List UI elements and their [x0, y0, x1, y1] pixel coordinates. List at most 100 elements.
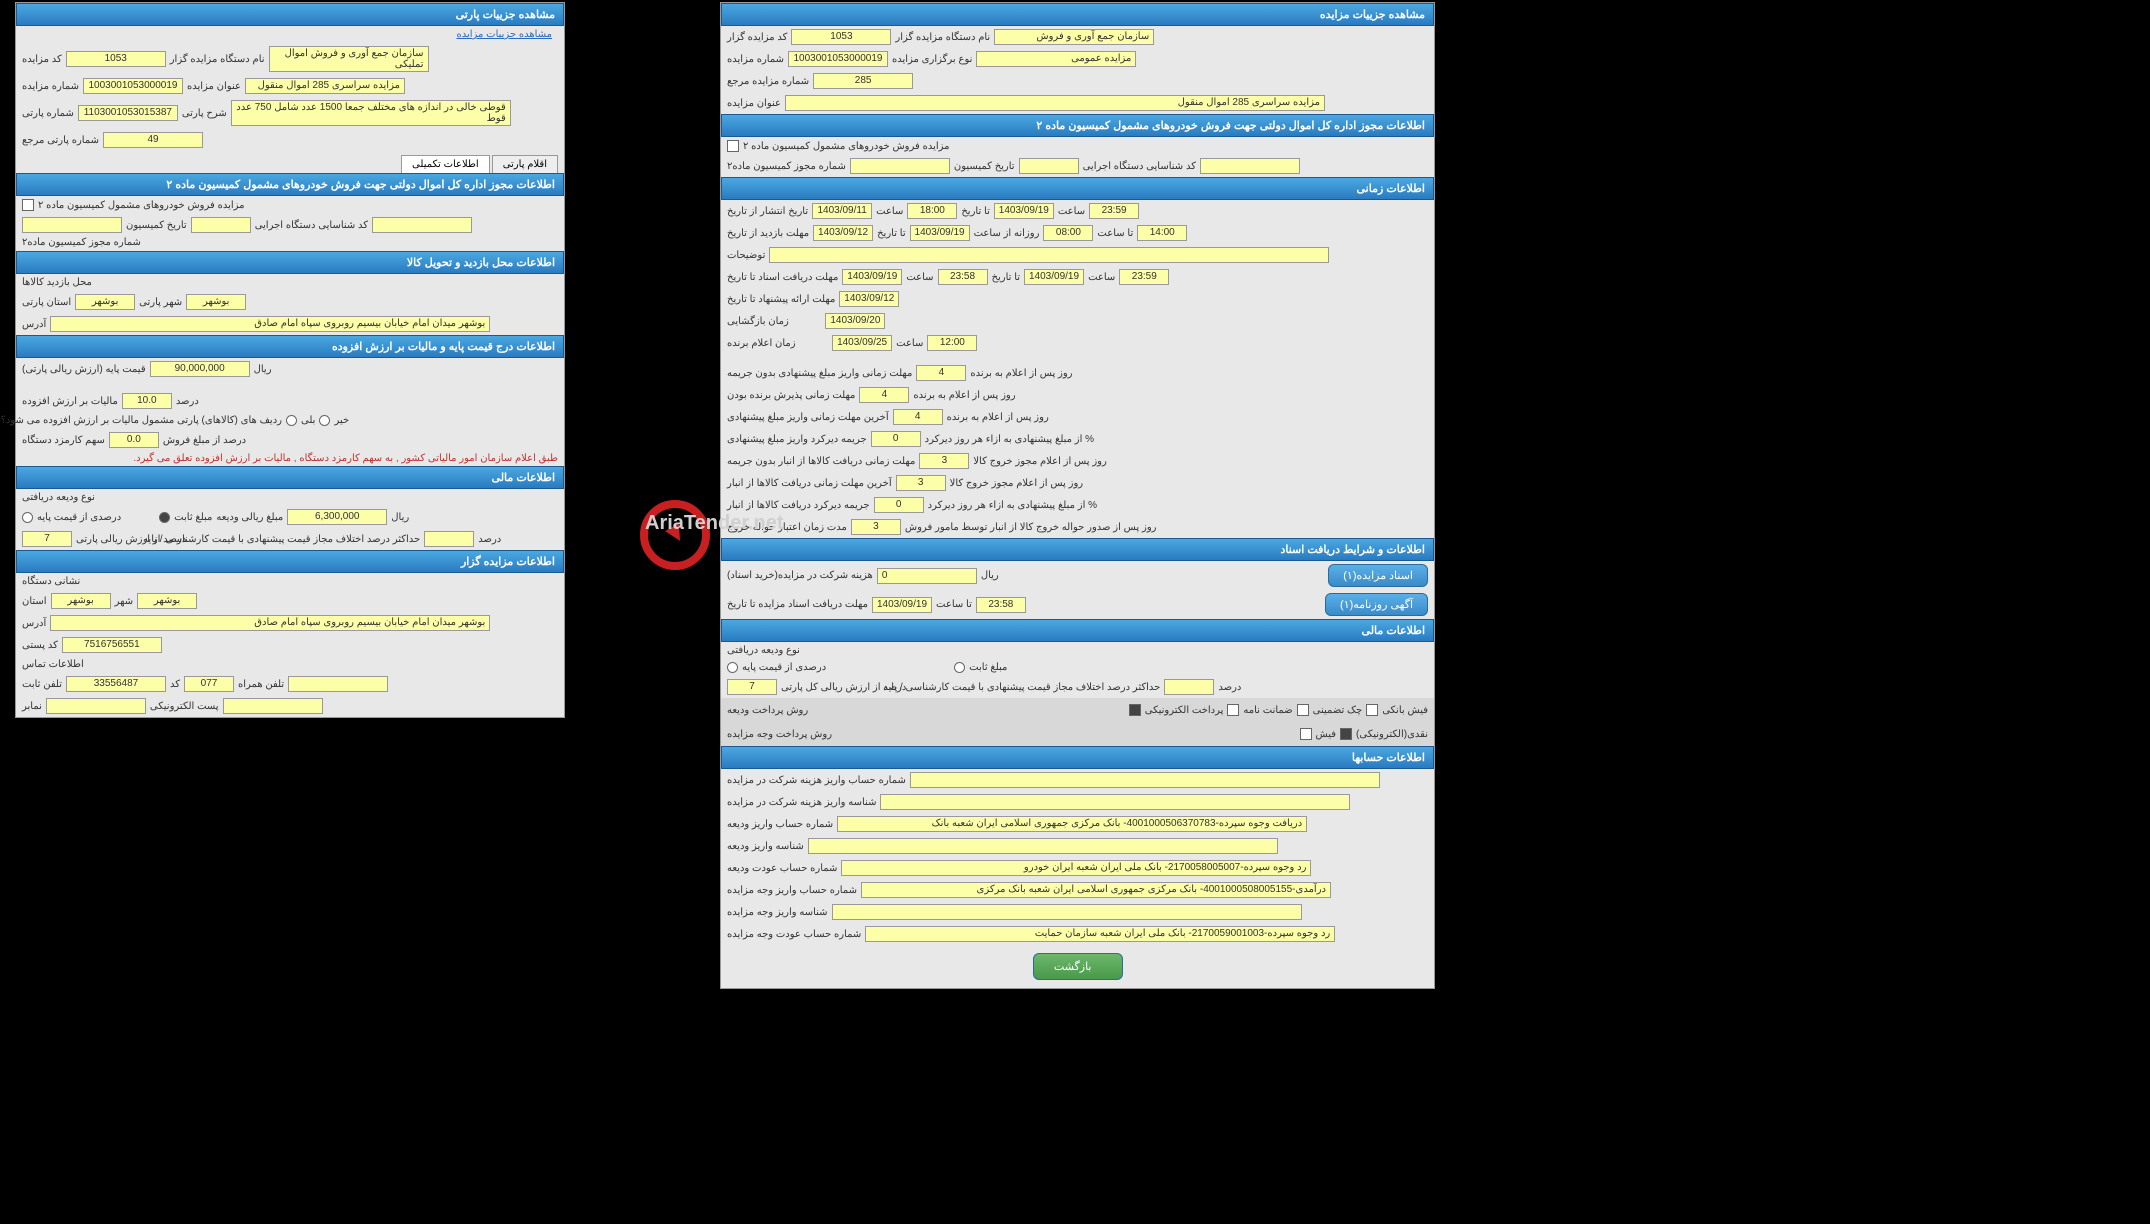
view-auction-link[interactable]: مشاهده جزییات مزایده: [450, 29, 558, 40]
fixed-label: مبلغ ثابت: [174, 512, 212, 523]
commission-checkbox[interactable]: [22, 199, 34, 211]
pct-val-field: 7: [22, 531, 72, 547]
rial-label: ریال: [254, 364, 272, 375]
parti-desc-label: شرح پارتی: [182, 108, 227, 119]
auction-header: مشاهده جزییات مزایده: [721, 3, 1434, 26]
r-comm-checkbox[interactable]: [727, 140, 739, 152]
guarantee-chk[interactable]: [1227, 704, 1239, 716]
fixed-radio[interactable]: [159, 512, 170, 523]
vat-field: 10.0: [122, 393, 172, 409]
logo-text: AriaTender.net: [645, 512, 784, 535]
share-label: سهم کارمزد دستگاه: [22, 435, 105, 446]
dl-label-3: آخرین مهلت زمانی واریز مبلغ پیشنهادی: [727, 412, 889, 423]
postal-field: 7516756551: [62, 637, 162, 653]
account-field-6: [832, 904, 1302, 920]
return-button[interactable]: بازگشت: [1033, 953, 1123, 980]
bank-slip-chk[interactable]: [1366, 704, 1378, 716]
notes-label: توضیحات: [727, 250, 765, 261]
tab-items[interactable]: اقلام پارتی: [492, 155, 558, 173]
organizer-header: اطلاعات مزایده گزار: [16, 550, 564, 573]
vat-rows-label: ردیف های (کالاهای) پارتی مشمول مالیات بر…: [22, 415, 282, 426]
accounts-header: اطلاعات حسابها: [721, 746, 1434, 769]
dl-val-6: 3: [896, 475, 946, 491]
vat-label: مالیات بر ارزش افزوده: [22, 396, 118, 407]
r-code-field: 1053: [791, 29, 891, 45]
dl-val-7: 0: [874, 497, 924, 513]
permit-num-label: شماره مجوز کمیسیون ماده۲: [22, 237, 141, 248]
t1-field: 18:00: [907, 203, 957, 219]
dl-label-7: جریمه دیرکرد دریافت کالاها از انبار: [727, 500, 870, 511]
dl-val-5: 3: [919, 453, 969, 469]
cash-chk[interactable]: [1340, 728, 1352, 740]
r-comm-chk-label: مزایده فروش خودروهای مشمول کمیسیون ماده …: [743, 141, 950, 152]
base-price-label: قیمت پایه (ارزش ریالی پارتی): [22, 364, 146, 375]
no-radio[interactable]: [319, 415, 330, 426]
newspaper-button[interactable]: آگهی روزنامه(۱): [1325, 593, 1428, 616]
dl-unit-8: روز پس از صدور حواله خروج کالا از انبار …: [905, 522, 1157, 533]
yes-radio[interactable]: [286, 415, 297, 426]
account-label-2: شماره حساب واریز ودیعه: [727, 819, 833, 830]
permit-num-field: [22, 217, 122, 233]
share-unit-label: درصد از مبلغ فروش: [163, 435, 246, 446]
r-pct-radio[interactable]: [727, 662, 738, 673]
r-deposit-type-label: نوع ودیعه دریافتی: [727, 645, 800, 656]
r-permit-header: اطلاعات مجوز اداره کل اموال دولتی جهت فر…: [721, 114, 1434, 137]
check-chk[interactable]: [1297, 704, 1309, 716]
publish-label: تاریخ انتشار از تاریخ: [727, 206, 808, 217]
auction-code-label: کد مزایده: [22, 54, 62, 65]
parti-num-field: 1103001053015387: [78, 105, 178, 121]
deposit-method-label: روش پرداخت ودیعه: [727, 705, 808, 716]
cost-field: 0: [877, 568, 977, 584]
areacode-label: کد: [170, 679, 180, 690]
proposal-dl-label: مهلت ارائه پیشنهاد تا تاریخ: [727, 294, 835, 305]
max-diff-label: حداکثر درصد اختلاف مجاز قیمت پیشنهادی با…: [190, 534, 420, 545]
auction-title-label: عنوان مزایده: [187, 81, 241, 92]
r-type-label: نوع برگزاری مزایده: [892, 54, 972, 65]
deposit-amount-field: 6,300,000: [287, 509, 387, 525]
dl-unit-2: روز پس از اعلام به برنده: [913, 390, 1015, 401]
dl-val-2: 4: [859, 387, 909, 403]
auction-num-field: 1003001053000019: [83, 78, 183, 94]
parti-city-field: بوشهر: [186, 294, 246, 310]
auction-title-field: مزایده سراسری 285 اموال منقول: [245, 78, 405, 94]
dl-val-8: 3: [851, 519, 901, 535]
parti-province-label: استان پارتی: [22, 297, 71, 308]
share-field: 0.0: [109, 432, 159, 448]
dl-unit-1: روز پس از اعلام به برنده: [970, 368, 1072, 379]
r-org-field: سازمان جمع آوری و فروش: [994, 29, 1154, 45]
account-label-4: شماره حساب عودت ودیعه: [727, 863, 837, 874]
account-label-7: شماره حساب عودت وجه مزایده: [727, 929, 861, 940]
r-fixed-radio[interactable]: [954, 662, 965, 673]
email-label: پست الکترونیکی: [150, 701, 219, 712]
exec-code-label: کد شناسایی دستگاه اجرایی: [255, 220, 368, 231]
docs-dl-label: مهلت دریافت اسناد تا تاریخ: [727, 272, 838, 283]
tab-extra[interactable]: اطلاعات تکمیلی: [401, 155, 490, 173]
dl-label-2: مهلت زمانی پذیرش برنده بودن: [727, 390, 855, 401]
r-type-field: مزایده عمومی: [976, 51, 1136, 67]
dl-label-6: آخرین مهلت زمانی دریافت کالاها از انبار: [727, 478, 892, 489]
postal-label: کد پستی: [22, 640, 58, 651]
r-title-label: عنوان مزایده: [727, 98, 781, 109]
r-pct-field: 7: [727, 679, 777, 695]
pct-radio[interactable]: [22, 512, 33, 523]
r-title-field: مزایده سراسری 285 اموال منقول: [785, 95, 1325, 111]
epay-chk[interactable]: [1129, 704, 1141, 716]
org-addr-field: بوشهر میدان امام خیابان بیسیم روبروی سپا…: [50, 615, 490, 631]
r-exec-field: [1200, 158, 1300, 174]
comm-date-label: تاریخ کمیسیون: [126, 220, 187, 231]
notes-field[interactable]: [769, 247, 1329, 263]
auction-code-field: 1053: [66, 51, 166, 67]
parti-province-field: بوشهر: [75, 294, 135, 310]
d2-field: 1403/09/19: [994, 203, 1054, 219]
visit-dl-label: مهلت بازدید از تاریخ: [727, 228, 809, 239]
org-addr-label: آدرس: [22, 618, 46, 629]
r-commdate-field: [1019, 158, 1079, 174]
r-ref-label: شماره مزایده مرجع: [727, 76, 809, 87]
account-label-1: شناسه واریز هزینه شرکت در مزایده: [727, 797, 876, 808]
account-field-1: [880, 794, 1350, 810]
r-financial-header: اطلاعات مالی: [721, 619, 1434, 642]
dl-val-1: 4: [916, 365, 966, 381]
slip-chk[interactable]: [1300, 728, 1312, 740]
r-permit-label: شماره مجوز کمیسیون ماده۲: [727, 161, 846, 172]
auction-docs-button[interactable]: اسناد مزایده(۱): [1328, 564, 1428, 587]
